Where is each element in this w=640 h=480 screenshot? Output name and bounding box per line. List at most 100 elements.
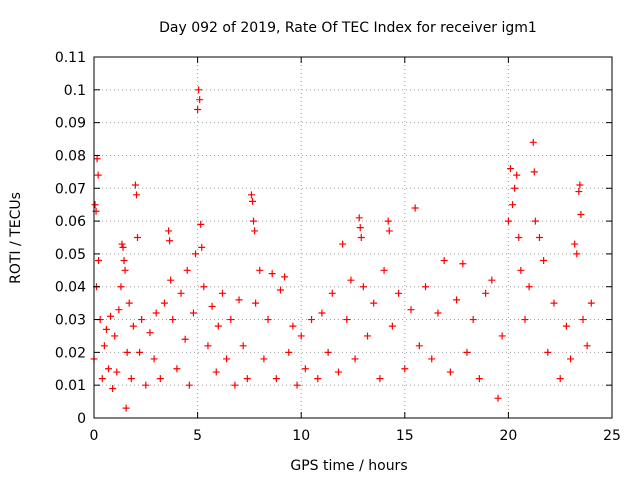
data-point — [511, 184, 519, 192]
data-point — [196, 96, 204, 104]
data-point — [411, 204, 419, 212]
data-point — [356, 224, 364, 232]
data-point — [504, 217, 512, 225]
data-point — [308, 316, 316, 324]
data-point — [395, 289, 403, 297]
data-point — [251, 227, 259, 235]
data-point — [550, 299, 558, 307]
data-point — [453, 296, 461, 304]
y-tick-label: 0.06 — [55, 214, 86, 230]
data-point — [587, 299, 595, 307]
data-point — [91, 201, 99, 209]
grid-lines — [94, 57, 612, 418]
data-point — [98, 375, 106, 383]
data-point — [506, 165, 514, 173]
data-point — [156, 375, 164, 383]
y-tick-label: 0.07 — [55, 181, 86, 197]
data-point — [556, 375, 564, 383]
data-point — [169, 316, 177, 324]
data-point — [214, 322, 222, 330]
data-point — [384, 217, 392, 225]
data-point — [388, 322, 396, 330]
data-point — [218, 289, 226, 297]
data-point — [127, 375, 135, 383]
data-point — [440, 256, 448, 264]
data-point — [160, 299, 168, 307]
data-point — [111, 332, 119, 340]
data-point — [93, 155, 101, 163]
data-point — [189, 309, 197, 317]
data-point — [115, 306, 123, 314]
data-point — [146, 329, 154, 337]
data-point — [252, 299, 260, 307]
data-point — [351, 355, 359, 363]
data-point — [475, 375, 483, 383]
data-point — [355, 214, 363, 222]
data-point — [94, 171, 102, 179]
data-point — [318, 309, 326, 317]
data-point — [530, 168, 538, 176]
data-point — [579, 316, 587, 324]
y-tick-label: 0.11 — [55, 50, 86, 66]
data-point — [525, 283, 533, 291]
data-point — [567, 355, 575, 363]
data-point — [198, 243, 206, 251]
data-point — [247, 191, 255, 199]
data-point — [407, 306, 415, 314]
data-point — [328, 289, 336, 297]
data-point — [281, 273, 289, 281]
y-tick-label: 0.1 — [64, 83, 86, 99]
data-point — [422, 283, 430, 291]
data-point — [364, 332, 372, 340]
data-point — [347, 276, 355, 284]
data-point — [118, 240, 126, 248]
data-point — [544, 348, 552, 356]
data-point — [571, 240, 579, 248]
data-point — [289, 322, 297, 330]
data-point — [272, 375, 280, 383]
data-point — [117, 283, 125, 291]
data-point — [120, 256, 128, 264]
data-point — [173, 365, 181, 373]
data-point — [498, 332, 506, 340]
data-point — [113, 368, 121, 376]
data-point — [256, 266, 264, 274]
data-point — [517, 266, 525, 274]
data-point — [134, 234, 142, 241]
y-axis-label: ROTI / TECUs — [8, 192, 24, 284]
data-point — [125, 299, 133, 307]
data-point — [177, 289, 185, 297]
data-point — [521, 316, 529, 324]
data-point — [231, 381, 239, 389]
y-tick-label: 0.05 — [55, 247, 86, 263]
data-point — [107, 312, 115, 320]
data-point — [100, 342, 108, 350]
x-tick-label: 25 — [603, 428, 621, 444]
data-point — [577, 211, 585, 219]
data-point — [339, 240, 347, 248]
data-point — [185, 381, 193, 389]
data-point — [293, 381, 301, 389]
y-tick-label: 0 — [77, 411, 86, 427]
data-point — [268, 270, 276, 278]
data-point — [152, 309, 160, 317]
data-point — [260, 355, 268, 363]
data-point — [513, 171, 521, 179]
y-tick-label: 0.02 — [55, 345, 86, 361]
data-point — [488, 276, 496, 284]
data-point — [334, 368, 342, 376]
data-point — [529, 138, 537, 146]
data-point — [121, 266, 129, 274]
data-point — [197, 220, 205, 228]
data-point — [370, 299, 378, 307]
data-point — [249, 197, 257, 205]
data-point — [359, 283, 367, 291]
plot-frame — [93, 56, 613, 419]
data-point — [357, 234, 365, 241]
x-tick-label: 5 — [193, 428, 202, 444]
data-point — [243, 375, 251, 383]
data-point — [167, 276, 175, 284]
data-point — [515, 234, 523, 241]
data-points — [90, 86, 595, 412]
